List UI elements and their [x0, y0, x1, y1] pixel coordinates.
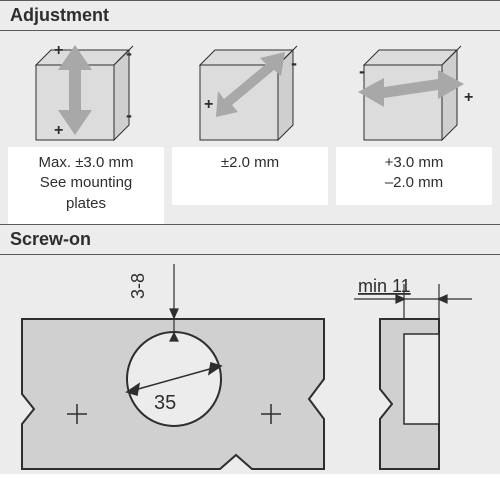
- section-header-adjustment: Adjustment: [0, 0, 500, 31]
- svg-text:+: +: [54, 42, 63, 59]
- adjustment-cell-3: - + +3.0 mm –2.0 mm: [336, 37, 492, 224]
- adjustment-label-3: +3.0 mm –2.0 mm: [336, 147, 492, 205]
- screw-on-title: Screw-on: [10, 229, 91, 249]
- adj3-line1: +3.0 mm: [338, 153, 490, 173]
- svg-text:-: -: [126, 43, 132, 63]
- adjustment-label-2: ±2.0 mm: [172, 147, 328, 205]
- svg-text:+: +: [54, 122, 63, 139]
- section-header-screw-on: Screw-on: [0, 224, 500, 255]
- svg-text:-: -: [359, 61, 365, 81]
- adj2-line1: ±2.0 mm: [174, 153, 326, 173]
- svg-text:+: +: [204, 96, 213, 113]
- adj3-line2: –2.0 mm: [338, 173, 490, 193]
- adj1-line1: Max. ±3.0 mm: [10, 153, 162, 173]
- adjustment-cell-1: + - + - Max. ±3.0 mm See mounting plates: [8, 37, 164, 224]
- adj1-line2: See mounting: [10, 173, 162, 193]
- adjustment-diagram-vertical-icon: + - + -: [14, 37, 159, 147]
- hole-diameter-label: 35: [154, 392, 176, 414]
- svg-text:-: -: [291, 53, 297, 73]
- adjustment-label-1: Max. ±3.0 mm See mounting plates: [8, 147, 164, 224]
- adjustment-diagram-side-icon: - +: [342, 37, 487, 147]
- screw-on-diagram-icon: 35 3-8 min 11: [4, 259, 496, 474]
- adjustment-cell-2: + - ±2.0 mm: [172, 37, 328, 224]
- screw-on-diagram-wrap: 35 3-8 min 11: [0, 255, 500, 474]
- adjustment-diagram-depth-icon: + -: [178, 37, 323, 147]
- svg-text:+: +: [464, 89, 473, 106]
- adjustment-row: + - + - Max. ±3.0 mm See mounting plates…: [0, 31, 500, 224]
- min-edge-label: min 11: [358, 276, 411, 296]
- depth-range-label: 3-8: [128, 273, 148, 299]
- adj1-line3: plates: [10, 194, 162, 214]
- adjustment-title: Adjustment: [10, 5, 109, 25]
- svg-text:-: -: [126, 105, 132, 125]
